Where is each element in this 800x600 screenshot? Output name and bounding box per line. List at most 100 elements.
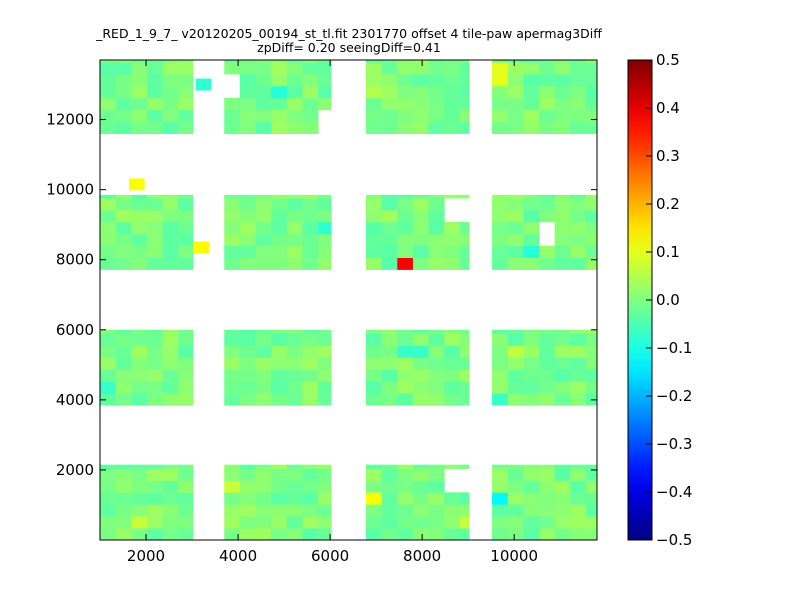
heatmap-cell <box>492 85 509 99</box>
heatmap-cell <box>492 333 509 346</box>
heatmap-cell <box>428 528 445 541</box>
heatmap-cell <box>271 333 288 346</box>
heatmap-cell <box>100 468 117 481</box>
heatmap-cell <box>554 329 571 335</box>
heatmap-cell <box>412 62 429 75</box>
heatmap-cell <box>318 357 332 370</box>
heatmap-cell <box>397 245 414 258</box>
x-tick-label: 2000 <box>127 547 165 565</box>
heatmap-cell <box>412 492 429 505</box>
heatmap-cell <box>381 85 398 99</box>
heatmap-cell <box>523 528 540 541</box>
x-tick-label: 6000 <box>311 547 349 565</box>
y-tick-label: 8000 <box>56 251 94 269</box>
heatmap-cell <box>570 198 587 211</box>
heatmap-cell <box>365 245 383 258</box>
heatmap-cell <box>239 194 256 199</box>
heatmap-cell <box>365 121 383 134</box>
heatmap-cell <box>492 109 509 123</box>
heatmap-cell <box>585 516 598 529</box>
heatmap-cell <box>239 504 256 517</box>
heatmap-cell <box>162 345 179 358</box>
heatmap-cell <box>507 329 524 335</box>
heatmap-cell <box>492 121 509 134</box>
heatmap-cell <box>302 369 319 382</box>
heatmap-cell <box>523 381 540 394</box>
heatmap-cell <box>255 121 272 134</box>
heatmap-cell <box>302 393 319 406</box>
heatmap-cell <box>381 257 398 270</box>
heatmap-cell <box>459 357 470 370</box>
heatmap-cell <box>523 480 540 493</box>
heatmap-cell <box>115 74 132 87</box>
heatmap-cell <box>539 85 556 99</box>
heatmap-cell <box>255 504 272 517</box>
heatmap-cell <box>271 62 288 75</box>
heatmap-cell <box>271 121 288 134</box>
heatmap-cell <box>444 62 461 75</box>
heatmap-cell <box>554 345 571 358</box>
colorbar-tick-label: 0.4 <box>656 99 680 117</box>
heatmap-cell <box>412 74 429 87</box>
heatmap-cell <box>131 464 148 469</box>
heatmap-cell <box>239 357 256 370</box>
heatmap-cell <box>318 381 332 394</box>
y-axis-ticks: 2000 4000 6000 8000 10000 12000 <box>46 111 597 479</box>
heatmap-cell <box>507 528 524 541</box>
heatmap-cell <box>271 194 288 199</box>
heatmap-cell <box>131 480 148 493</box>
colorbar-tick-label: −0.3 <box>656 435 692 453</box>
heatmap-cell <box>162 60 179 63</box>
heatmap-cell <box>428 85 445 99</box>
heatmap-cell <box>131 209 148 223</box>
heatmap-cell <box>318 516 332 529</box>
heatmap-cell <box>570 97 587 111</box>
heatmap-cell <box>507 62 524 75</box>
heatmap-cell <box>539 504 556 517</box>
y-tick-label: 2000 <box>56 461 94 479</box>
heatmap-cell <box>255 381 272 394</box>
heatmap-cell <box>255 528 272 541</box>
heatmap-cell <box>146 121 163 134</box>
heatmap-cell <box>554 109 571 123</box>
heatmap-cell <box>302 221 319 235</box>
heatmap-cell <box>444 393 461 406</box>
heatmap-cell <box>286 109 303 123</box>
heatmap-cell <box>100 381 117 394</box>
heatmap-cell <box>131 516 148 529</box>
heatmap-cell <box>585 121 598 134</box>
heatmap-cell <box>444 233 461 247</box>
heatmap-cell <box>381 369 398 382</box>
heatmap-cell <box>255 329 272 335</box>
y-tick-label: 6000 <box>56 321 94 339</box>
heatmap-cell <box>162 121 179 134</box>
heatmap-cell <box>412 257 429 270</box>
heatmap-cell <box>318 209 332 223</box>
heatmap-cell <box>554 198 571 211</box>
heatmap-cell <box>459 60 470 63</box>
heatmap-cell <box>459 333 470 346</box>
heatmap-cell <box>428 329 445 335</box>
heatmap-cell <box>444 109 461 123</box>
heatmap-cell <box>523 194 540 199</box>
heatmap-cell <box>224 528 241 541</box>
heatmap-cell <box>570 329 587 335</box>
heatmap-cell <box>239 109 256 123</box>
heatmap-cell <box>554 528 571 541</box>
heatmap-cell <box>381 468 398 481</box>
heatmap-cell <box>100 60 117 63</box>
heatmap-cell <box>286 381 303 394</box>
heatmap-cell <box>162 85 179 99</box>
heatmap-cell <box>131 109 148 123</box>
heatmap-cell <box>397 357 414 370</box>
colorbar-tick-label: 0.0 <box>656 291 680 309</box>
heatmap-cell <box>459 74 470 87</box>
heatmap-cell <box>539 528 556 541</box>
y-tick-label: 10000 <box>46 181 94 199</box>
heatmap-cell <box>318 257 332 270</box>
heatmap-cell <box>146 97 163 111</box>
heatmap-cell <box>224 464 241 469</box>
heatmap-cell <box>365 492 383 505</box>
heatmap-cell <box>397 97 414 111</box>
heatmap-cell <box>271 74 288 87</box>
